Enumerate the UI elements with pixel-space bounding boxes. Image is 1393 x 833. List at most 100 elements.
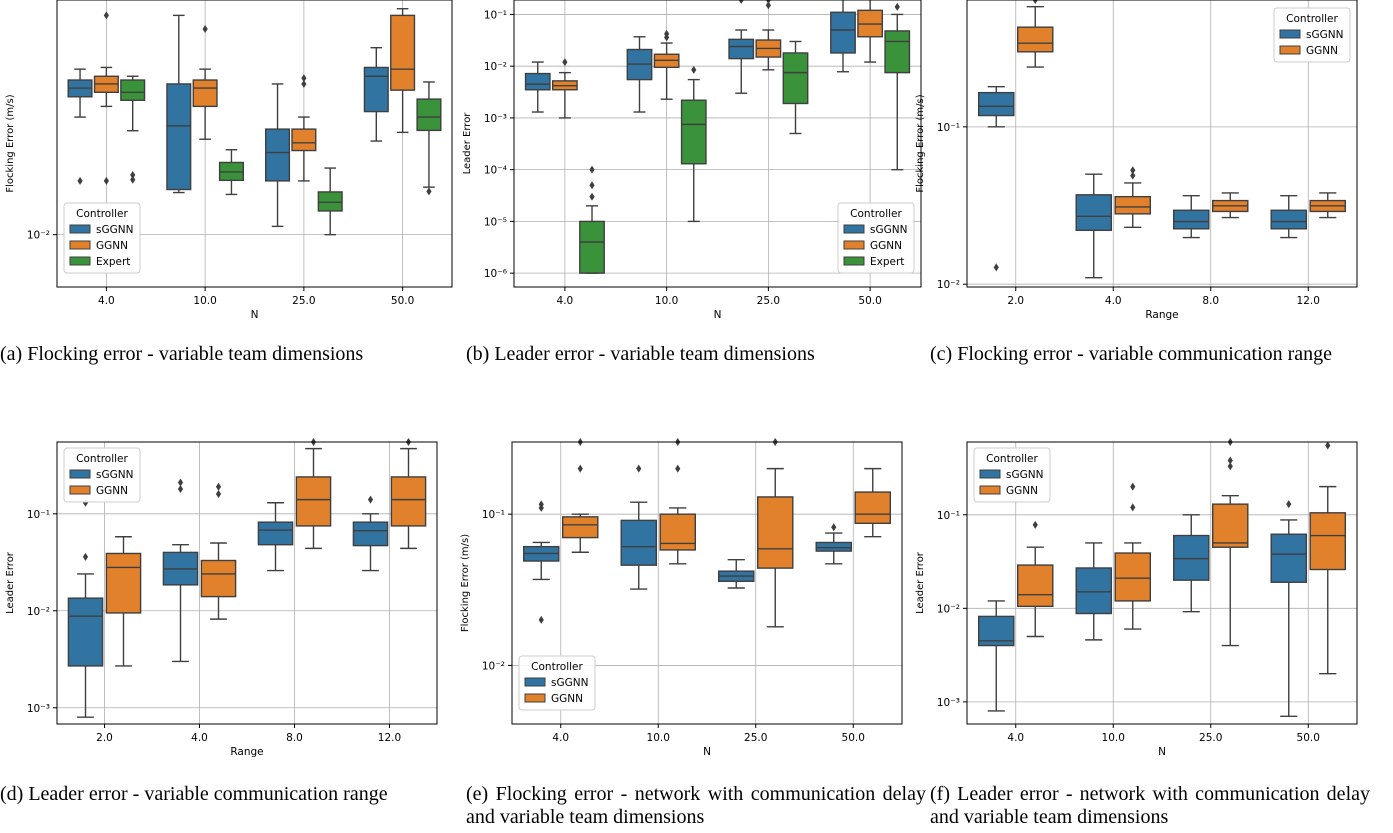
plot-frame [56, 0, 453, 288]
outlier-point [1032, 0, 1038, 4]
outlier-point [301, 79, 307, 88]
box-iqr [192, 79, 218, 108]
outlier-point [1130, 482, 1136, 491]
box-sGGNN-12.0 [352, 495, 389, 572]
box-sGGNN-25.0 [728, 0, 755, 94]
x-axis-label: N [251, 309, 259, 321]
legend-entry-GGNN: GGNN [96, 485, 128, 497]
legend-entry-GGNN: GGNN [1006, 485, 1038, 497]
outlier-point [130, 171, 136, 180]
x-tick-label: 25.0 [757, 295, 780, 307]
chart-panel-5: 4.0 10.0 25.0 50.0 10⁻³ 10⁻² 10⁻¹ N Leader Error… [915, 438, 1358, 758]
legend-entry-sGGNN: sGGNN [1306, 29, 1343, 41]
chart-panel-0: 4.0 10.0 25.0 50.0 10⁻² N Flocking Error (m/s)… [5, 0, 453, 321]
box-iqr [680, 99, 707, 165]
box-iqr [200, 559, 237, 598]
outlier-point [765, 0, 771, 4]
box-sGGNN-10.0 [166, 14, 192, 194]
outlier-point [215, 482, 222, 491]
y-tick-label: 10⁻⁵ [484, 216, 507, 228]
box-iqr [1017, 564, 1054, 608]
box-sGGNN-4.0 [978, 600, 1015, 712]
box-iqr [728, 38, 755, 60]
box-sGGNN-4.0 [67, 68, 93, 185]
box-iqr [295, 476, 332, 527]
x-axis-label: N [703, 746, 711, 758]
box-Expert-4.0 [120, 75, 146, 184]
legend-swatch-GGNN [1279, 45, 1301, 55]
box-Expert-10.0 [680, 65, 707, 223]
box-sGGNN-4.0 [524, 61, 551, 113]
y-tick-label: 10⁻³ [937, 697, 960, 709]
y-axis-label: Leader Error [915, 551, 926, 614]
outlier-point [130, 175, 136, 184]
x-tick-label: 4.0 [98, 295, 115, 307]
x-tick-label: 12.0 [1297, 295, 1320, 307]
box-iqr [1172, 534, 1210, 581]
y-tick-label: 10⁻⁶ [484, 268, 507, 280]
legend-swatch-Expert [843, 256, 865, 266]
legend-swatch-GGNN [69, 240, 91, 250]
legend-entry-GGNN: GGNN [551, 693, 583, 705]
chart-panel-3: 2.0 4.0 8.0 12.0 10⁻³ 10⁻² 10⁻¹ Range Leader Err… [5, 438, 438, 758]
box-sGGNN-25.0 [1172, 514, 1210, 613]
outlier-point [215, 490, 222, 499]
x-axis-label: N [714, 309, 722, 321]
y-tick-label: 10⁻² [27, 606, 50, 618]
box-GGNN-2.0 [1017, 0, 1054, 68]
box-Expert-25.0 [782, 40, 809, 135]
box-iqr [757, 496, 794, 569]
outlier-point [1130, 503, 1136, 512]
box-GGNN-50.0 [857, 0, 884, 63]
box-GGNN-4.0 [551, 58, 578, 119]
box-GGNN-12.0 [390, 438, 427, 550]
box-sGGNN-50.0 [830, 0, 856, 73]
box-sGGNN-8.0 [1172, 195, 1210, 239]
box-iqr [1270, 209, 1307, 230]
x-tick-label: 4.0 [557, 295, 574, 307]
box-GGNN-50.0 [390, 8, 416, 134]
x-tick-label: 10.0 [193, 295, 216, 307]
box-Expert-10.0 [218, 149, 245, 196]
legend-swatch-sGGNN [69, 469, 91, 479]
legend-swatch-sGGNN [1279, 29, 1301, 39]
box-iqr [390, 476, 427, 527]
box-iqr [257, 521, 294, 546]
outlier-point [675, 464, 681, 473]
legend-swatch-sGGNN [524, 677, 546, 687]
outlier-point [1032, 520, 1038, 529]
box-sGGNN-10.0 [620, 464, 658, 590]
box-Expert-4.0 [579, 165, 605, 274]
caption-f: (f) Leader error - network with communic… [930, 783, 1370, 828]
y-tick-label: 10⁻¹ [937, 122, 960, 134]
box-GGNN-4.0 [93, 11, 119, 185]
box-iqr [659, 513, 697, 551]
box-GGNN-10.0 [192, 25, 218, 140]
box-GGNN-25.0 [757, 438, 794, 628]
outlier-point [589, 181, 595, 190]
box-sGGNN-4.0 [1075, 173, 1112, 279]
outlier-point [82, 552, 89, 561]
y-tick-label: 10⁻³ [27, 703, 50, 715]
legend-swatch-GGNN [979, 485, 1001, 495]
legend-swatch-Expert [69, 256, 91, 266]
x-axis-label: Range [1145, 309, 1178, 321]
box-sGGNN-50.0 [363, 46, 389, 142]
outlier-point [738, 0, 744, 4]
outlier-point [1130, 166, 1136, 175]
box-iqr [1270, 533, 1307, 583]
x-tick-label: 50.0 [858, 295, 881, 307]
box-iqr [562, 516, 599, 539]
y-tick-label: 10⁻² [937, 279, 960, 291]
legend-swatch-GGNN [843, 240, 865, 250]
plot-frame [513, 0, 922, 288]
box-iqr [1172, 209, 1210, 230]
x-axis-label: Range [230, 746, 263, 758]
outlier-point [538, 500, 544, 509]
legend-title: Controller [1286, 13, 1338, 25]
box-sGGNN-2.0 [978, 85, 1015, 272]
y-tick-label: 10⁻⁴ [484, 165, 507, 177]
box-iqr [524, 72, 551, 91]
box-iqr [782, 52, 809, 105]
